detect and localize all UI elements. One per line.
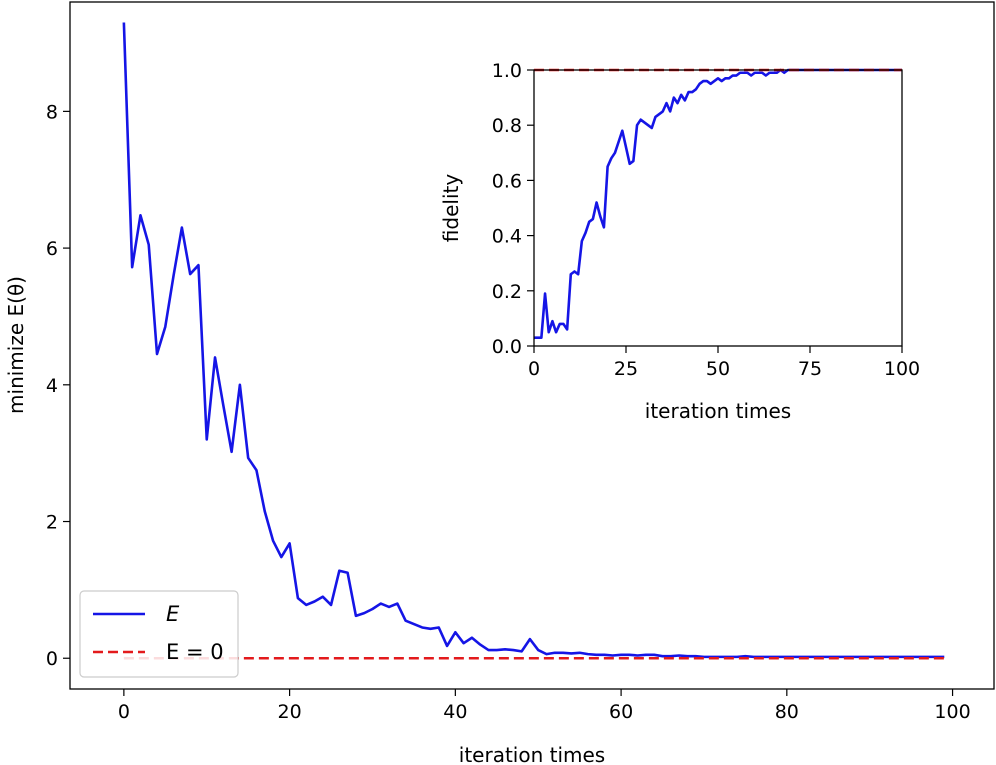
- inset-x-ticks: 0 25 50 75 100: [528, 346, 920, 380]
- inset-y-ticks: 0.0 0.2 0.4 0.6 0.8 1.0: [492, 60, 534, 358]
- inset-y-tick-label: 0.4: [492, 226, 522, 248]
- inset-x-axis-title: iteration times: [645, 399, 791, 423]
- main-x-tick-label: 60: [609, 701, 633, 723]
- main-series-layer: [122, 22, 945, 660]
- main-axes: 0 20 40 60 80 100 0 2 4 6 8 iteration times minim…: [4, 1, 995, 765]
- inset-y-tick-label: 0.6: [492, 170, 522, 192]
- main-x-tick-label: 0: [118, 701, 130, 723]
- main-y-tick-label: 2: [46, 512, 58, 534]
- inset-y-tick-label: 0.8: [492, 115, 522, 137]
- main-x-tick-label: 20: [278, 701, 302, 723]
- main-y-tick-label: 0: [46, 648, 58, 670]
- inset-y-tick-label: 0.2: [492, 281, 522, 303]
- main-x-tick-label: 80: [775, 701, 799, 723]
- main-y-tick-label: 4: [46, 375, 58, 397]
- main-series-line: [122, 22, 945, 659]
- legend-e-label: E: [166, 602, 180, 626]
- main-x-axis-title: iteration times: [459, 743, 605, 765]
- inset-x-tick-label: 50: [706, 358, 730, 380]
- inset-background: [534, 70, 902, 346]
- main-x-tick-label: 40: [443, 701, 467, 723]
- inset-axes: 0 25 50 75 100 0.0 0.2 0.4 0.6 0.8 1.0 iteration …: [439, 60, 920, 423]
- inset-y-axis-title: fidelity: [439, 174, 463, 243]
- main-x-tick-label: 100: [934, 701, 970, 723]
- main-axes-frame: [69, 1, 995, 690]
- main-y-axis-title: minimize E(θ): [4, 276, 28, 414]
- inset-y-tick-label: 0.0: [492, 336, 522, 358]
- main-y-tick-label: 8: [46, 101, 58, 123]
- main-x-ticks: 0 20 40 60 80 100: [118, 689, 971, 723]
- inset-x-tick-label: 75: [798, 358, 822, 380]
- legend-box: [79, 590, 239, 678]
- inset-x-tick-label: 100: [884, 358, 920, 380]
- legend: E E = 0: [79, 590, 239, 678]
- inset-y-tick-label: 1.0: [492, 60, 522, 82]
- legend-e0-label: E = 0: [166, 640, 224, 664]
- main-y-tick-label: 6: [46, 238, 58, 260]
- inset-x-tick-label: 25: [614, 358, 638, 380]
- inset-x-tick-label: 0: [528, 358, 540, 380]
- main-y-ticks: 0 2 4 6 8: [46, 101, 70, 670]
